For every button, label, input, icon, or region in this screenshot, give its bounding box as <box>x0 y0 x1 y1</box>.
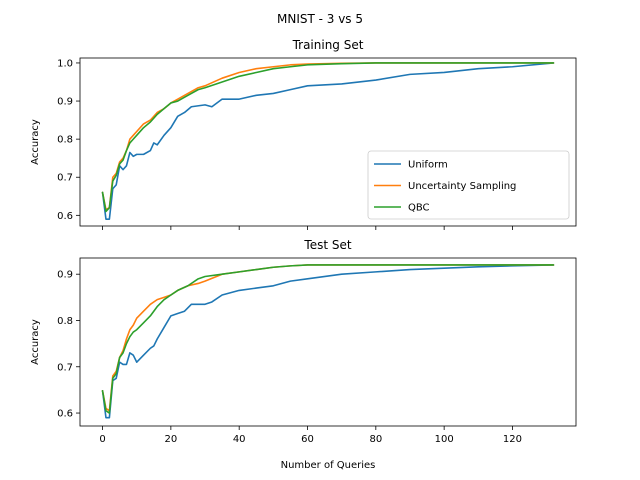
training-axes-frame <box>79 57 577 227</box>
training-legend-uncertainty-label: Uncertainty Sampling <box>408 181 516 192</box>
test-x-tick-label-80: 80 <box>369 434 382 445</box>
test-series-uniform-line <box>101 264 555 419</box>
test-series-qbc-line <box>101 264 555 414</box>
training-y-tick-label-1: 1.0 <box>57 58 73 69</box>
training-panel-title: Training Set <box>292 38 364 52</box>
training-legend-box <box>367 150 570 220</box>
test-x-tick-label-60: 60 <box>301 434 314 445</box>
training-y-axis-label: Accuracy <box>30 119 41 165</box>
training-set-panel: Training Set Accuracy 0.6 0.7 0.8 0.9 1.0 Unifo… <box>30 38 577 230</box>
training-legend-qbc-label: QBC <box>408 203 430 214</box>
training-y-tick-label-0-8: 0.8 <box>57 135 73 146</box>
figure-suptitle: MNIST - 3 vs 5 <box>277 12 363 26</box>
test-panel-title: Test Set <box>303 238 351 252</box>
training-y-tick-label-0-6: 0.6 <box>57 211 73 222</box>
test-x-tick-label-40: 40 <box>233 434 246 445</box>
training-series-uniform-line <box>101 62 555 220</box>
training-series-qbc-line <box>101 62 555 213</box>
test-axes-frame <box>79 257 577 427</box>
test-y-tick-label-0-6: 0.6 <box>57 409 73 420</box>
test-x-tick-label-120: 120 <box>503 434 522 445</box>
x-axis-label: Number of Queries <box>281 460 376 471</box>
test-y-tick-label-0-9: 0.9 <box>57 270 73 281</box>
test-x-tick-label-20: 20 <box>164 434 177 445</box>
training-legend-uniform-label: Uniform <box>408 160 448 171</box>
test-y-tick-label-0-8: 0.8 <box>57 316 73 327</box>
training-y-tick-label-0-9: 0.9 <box>57 97 73 108</box>
test-x-tick-label-100: 100 <box>435 434 454 445</box>
test-y-tick-label-0-7: 0.7 <box>57 362 73 373</box>
training-y-tick-label-0-7: 0.7 <box>57 173 73 184</box>
test-x-tick-label-0: 0 <box>99 434 105 445</box>
test-y-axis-label: Accuracy <box>30 319 41 365</box>
training-legend: Uniform Uncertainty Sampling QBC <box>367 150 570 220</box>
test-set-panel: Test Set Accuracy 0.6 0.7 0.8 0.9 0 20 40 60 80 100… <box>30 238 577 445</box>
